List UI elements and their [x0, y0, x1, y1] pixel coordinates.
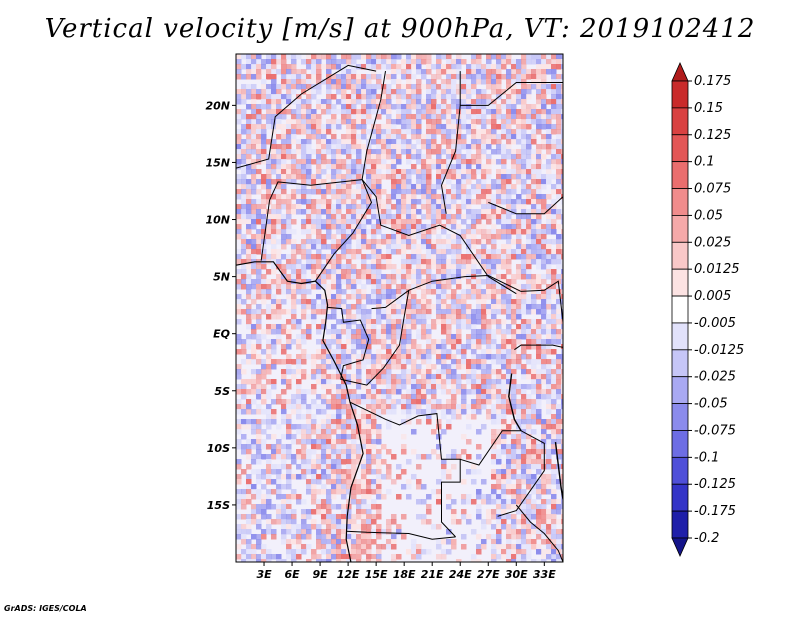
latitude-axis: 20N 15N 10N 5N EQ 5S 10S 15S: [205, 99, 236, 512]
colorbar-swatch: [671, 403, 689, 431]
latitude-tick-label: 15S: [207, 499, 230, 512]
longitude-tick-label: 9E: [312, 568, 328, 581]
colorbar-tick-label: -0.2: [694, 531, 719, 546]
longitude-tick-label: 3E: [256, 568, 272, 581]
colorbar-tick-label: -0.1: [694, 450, 719, 465]
colorbar-tick-label: 0.15: [694, 101, 723, 116]
colorbar-tick-label: -0.175: [694, 504, 736, 519]
colorbar-tick-label: 0.05: [694, 208, 723, 223]
colorbar-swatch: [671, 161, 689, 189]
latitude-tick-label: 5S: [214, 385, 230, 398]
colorbar-swatch: [671, 510, 689, 539]
latitude-tick-label: 10S: [207, 442, 230, 455]
colorbar-tick-label: 0.075: [694, 182, 731, 197]
colorbar-swatch: [671, 322, 689, 351]
longitude-tick-label: 21E: [421, 568, 444, 581]
colorbar-tick-label: -0.125: [694, 477, 736, 492]
colorbar-swatch: [671, 537, 689, 557]
credit-label: GrADS: IGES/COLA: [4, 604, 87, 613]
colorbar-tick-label: -0.0125: [694, 343, 744, 358]
colorbar-tick-label: 0.1: [694, 155, 715, 170]
colorbar-swatch: [671, 241, 689, 270]
longitude-tick-label: 33E: [533, 568, 556, 581]
colorbar-swatch: [671, 215, 689, 243]
colorbar-swatch: [671, 107, 689, 136]
latitude-tick-label: 15N: [205, 156, 230, 169]
longitude-tick-label: 24E: [449, 568, 472, 581]
colorbar-tick-label: 0.125: [694, 128, 731, 143]
velocity-field: [236, 54, 563, 562]
country-borders: [236, 64, 563, 562]
longitude-tick-label: 18E: [393, 568, 416, 581]
latitude-tick-label: 10N: [205, 214, 230, 227]
colorbar-tick-label: -0.005: [694, 316, 736, 331]
chart-title: Vertical velocity [m/s] at 900hPa, VT: 2…: [44, 14, 756, 44]
colorbar-swatch: [671, 430, 689, 458]
longitude-tick-label: 12E: [337, 568, 360, 581]
colorbar-swatch: [671, 295, 689, 324]
colorbar-tick-label: -0.05: [694, 397, 728, 412]
colorbar-tick-label: 0.025: [694, 235, 731, 250]
colorbar-tick-label: 0.005: [694, 289, 731, 304]
latitude-tick-label: 20N: [205, 99, 230, 112]
longitude-tick-label: 30E: [505, 568, 528, 581]
colorbar-swatch: [671, 349, 689, 378]
colorbar-swatch: [671, 483, 689, 512]
colorbar-tick-label: 0.175: [694, 74, 731, 89]
colorbar-swatch: [671, 188, 689, 216]
longitude-tick-label: 27E: [477, 568, 500, 581]
longitude-tick-label: 6E: [284, 568, 300, 581]
longitude-axis: 3E 6E 9E 12E 15E 18E 21E 24E 27E 30E 33E: [256, 562, 556, 581]
colorbar-swatch: [671, 456, 689, 485]
latitude-tick-label: 5N: [213, 271, 230, 284]
longitude-tick-label: 15E: [365, 568, 388, 581]
map-frame: [235, 53, 564, 563]
colorbar-swatch: [671, 376, 689, 404]
colorbar: 0.175 0.15 0.125 0.1 0.075 0.05 0.025 0.0125 0.0…: [671, 62, 744, 557]
colorbar-swatch: [671, 80, 689, 109]
latitude-tick-label: EQ: [213, 328, 230, 341]
colorbar-swatch: [671, 268, 689, 297]
colorbar-tick-label: -0.075: [694, 423, 736, 438]
colorbar-swatch: [671, 134, 689, 163]
colorbar-tick-label: -0.025: [694, 370, 736, 385]
colorbar-tick-label: 0.0125: [694, 262, 740, 277]
colorbar-swatch: [671, 62, 689, 82]
